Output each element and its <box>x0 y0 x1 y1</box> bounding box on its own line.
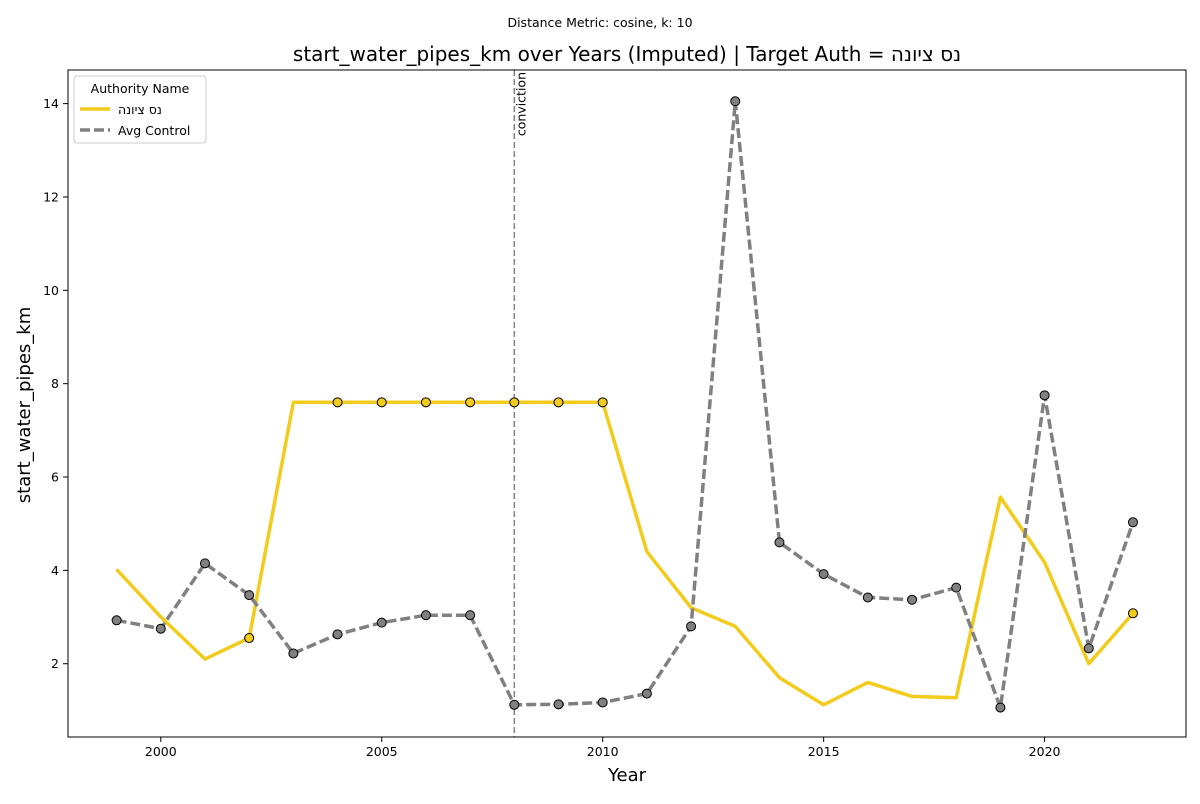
marker-0-2004 <box>332 397 343 408</box>
marker-1-2000 <box>155 623 166 634</box>
legend-box <box>73 75 207 144</box>
y-tick-label-4: 4 <box>51 563 59 578</box>
series-line-0 <box>115 400 1135 707</box>
x-tick-label-2020: 2020 <box>1029 744 1061 759</box>
x-tick-label-2005: 2005 <box>366 744 398 759</box>
y-tick-label-12: 12 <box>43 189 59 204</box>
marker-1-2009 <box>553 699 564 710</box>
marker-1-2002 <box>244 590 255 601</box>
plot-frame <box>67 69 1187 738</box>
legend: Authority Name נס ציונה Avg Control <box>73 75 207 144</box>
marker-1-2016 <box>862 592 873 603</box>
marker-1-2018 <box>951 582 962 593</box>
marker-0-2008 <box>509 397 520 408</box>
marker-1-2007 <box>465 610 476 621</box>
y-tick-label-8: 8 <box>51 376 59 391</box>
legend-title: Authority Name <box>91 81 190 96</box>
marker-1-2004 <box>332 629 343 640</box>
marker-0-2007 <box>465 397 476 408</box>
marker-1-2001 <box>199 558 210 569</box>
marker-0-2006 <box>420 397 431 408</box>
chart-title: start_water_pipes_km over Years (Imputed… <box>293 42 961 66</box>
marker-1-2020 <box>1039 390 1050 401</box>
x-tick-label-2010: 2010 <box>587 744 619 759</box>
marker-0-2010 <box>597 397 608 408</box>
y-tick-label-10: 10 <box>43 283 59 298</box>
marker-1-2017 <box>907 594 918 605</box>
marker-0-2022 <box>1127 608 1138 619</box>
marker-layer <box>111 96 1138 713</box>
marker-1-2011 <box>641 688 652 699</box>
marker-1-2022 <box>1127 517 1138 528</box>
y-tick-label-6: 6 <box>51 470 59 485</box>
x-tick-label-2015: 2015 <box>808 744 840 759</box>
marker-1-2005 <box>376 617 387 628</box>
marker-1-2010 <box>597 697 608 708</box>
marker-1-2008 <box>509 699 520 710</box>
marker-1-2006 <box>420 610 431 621</box>
marker-1-2021 <box>1083 643 1094 654</box>
marker-1-1999 <box>111 615 122 626</box>
marker-1-2019 <box>995 702 1006 713</box>
marker-1-2013 <box>730 96 741 107</box>
y-tick-label-2: 2 <box>51 656 59 671</box>
marker-1-2012 <box>686 621 697 632</box>
y-axis-label: start_water_pipes_km <box>14 307 35 503</box>
marker-1-2014 <box>774 537 785 548</box>
marker-1-2015 <box>818 569 829 580</box>
legend-label-control: Avg Control <box>118 123 190 138</box>
chart-suptitle: Distance Metric: cosine, k: 10 <box>507 15 692 30</box>
x-axis-label: Year <box>607 765 647 786</box>
y-tick-label-14: 14 <box>43 96 59 111</box>
x-tick-label-2000: 2000 <box>145 744 177 759</box>
legend-label-target: נס ציונה <box>118 102 162 117</box>
conviction-label: conviction <box>513 72 528 136</box>
series-layer <box>115 99 1135 710</box>
axes-layer: 2000 2005 2010 2015 2020 2 4 6 8 10 12 14 <box>43 69 1187 759</box>
series-line-1 <box>116 99 1135 710</box>
marker-0-2005 <box>376 397 387 408</box>
marker-0-2009 <box>553 397 564 408</box>
marker-0-2002 <box>244 633 255 644</box>
marker-1-2003 <box>288 648 299 659</box>
